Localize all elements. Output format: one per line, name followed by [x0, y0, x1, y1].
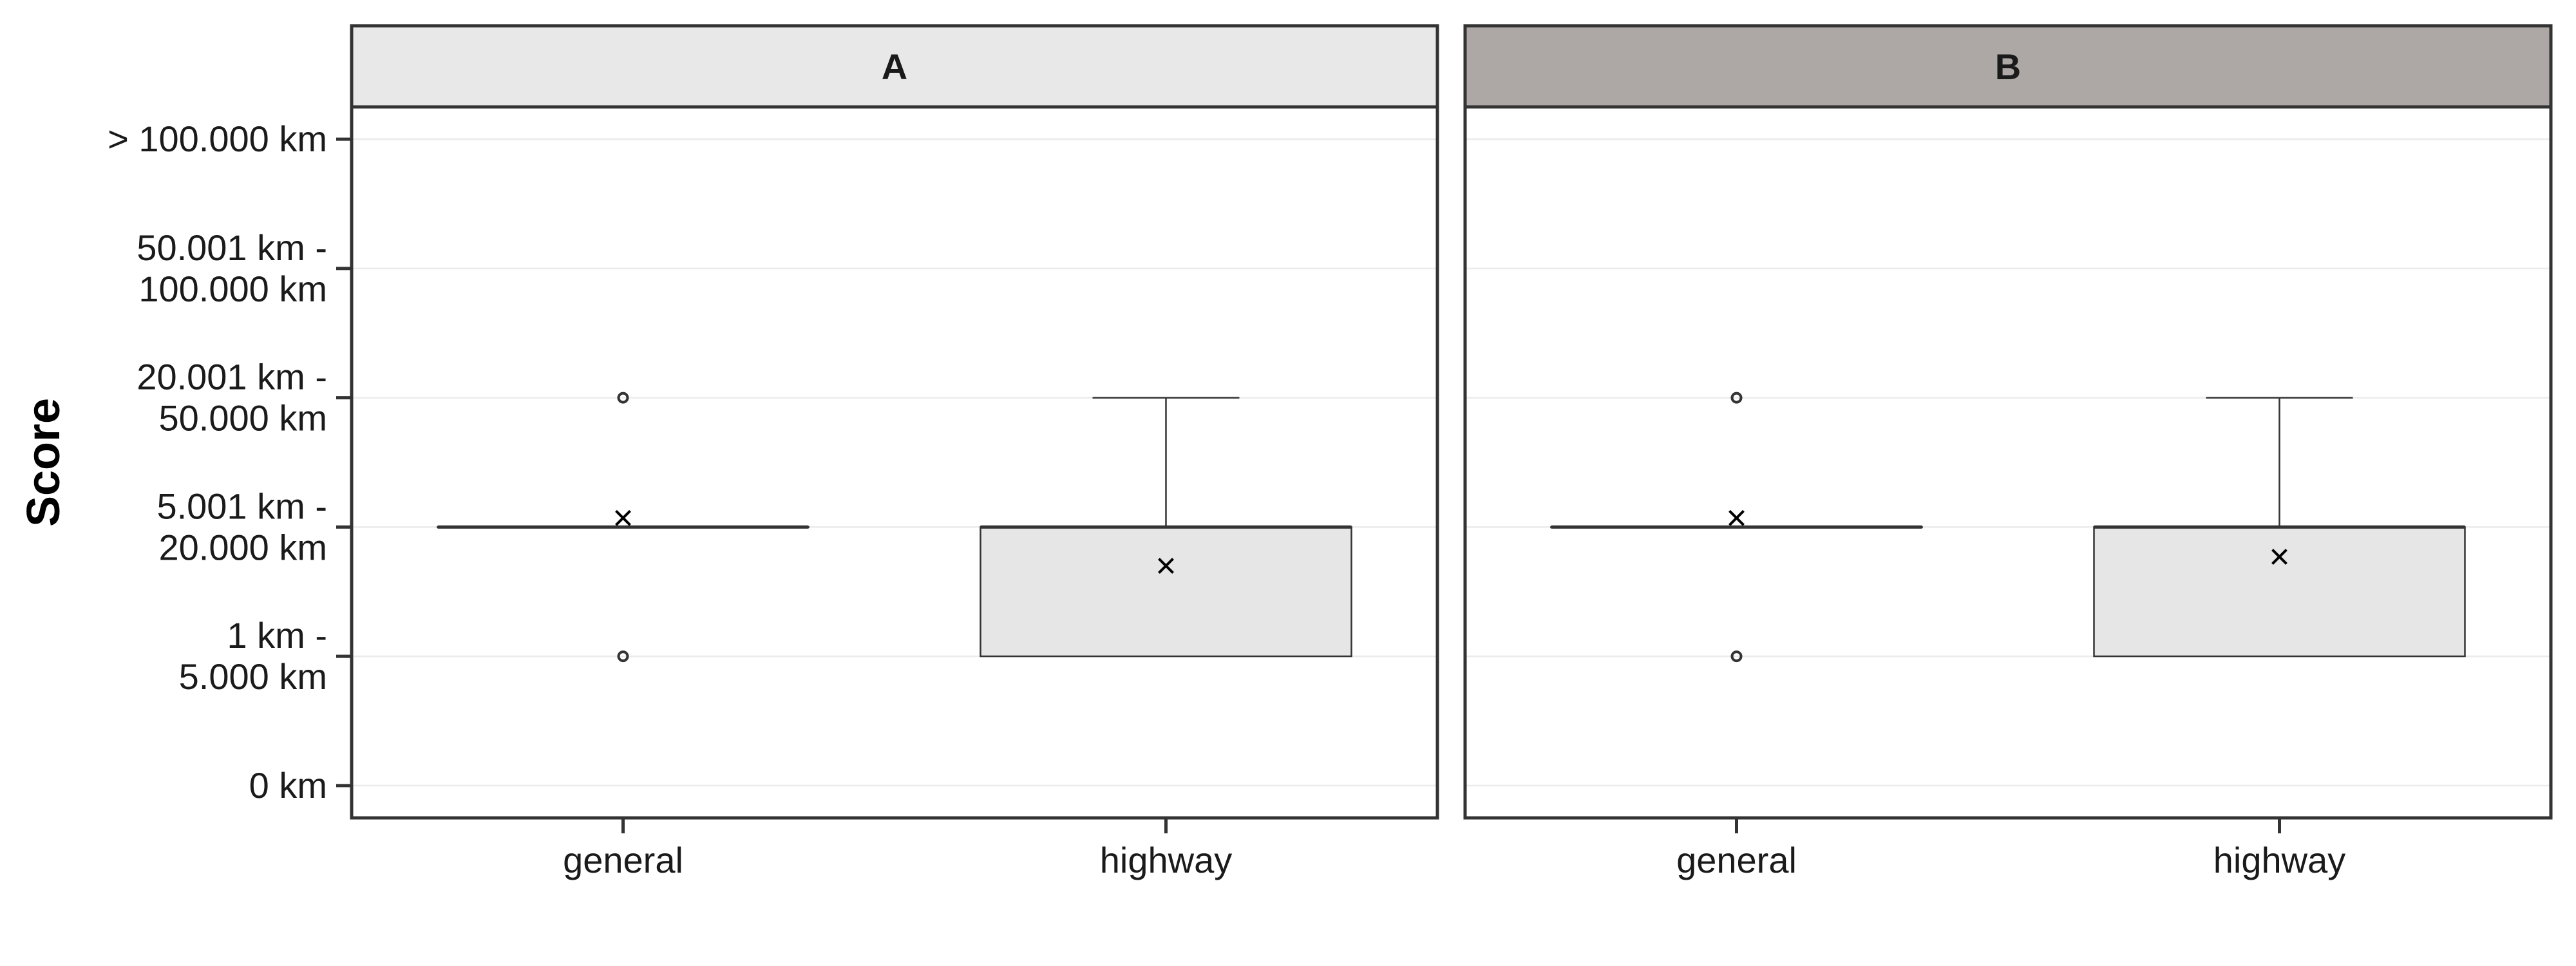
panel-border — [350, 105, 1439, 820]
x-tick-label: general — [563, 840, 683, 880]
x-tick-label: highway — [1100, 840, 1232, 880]
outlier-point — [1730, 650, 1743, 663]
box-highway — [980, 397, 1352, 658]
y-tick-label: 0 km — [249, 765, 327, 806]
y-axis-title: Score — [18, 398, 70, 527]
panel-border — [1463, 105, 2553, 820]
y-tick-label: 50.001 km -100.000 km — [137, 227, 327, 309]
outlier-point — [1730, 392, 1743, 404]
facet-strip — [1463, 24, 2553, 109]
y-tick-label: 5.001 km -20.000 km — [156, 486, 327, 567]
y-tick-label-line: 20.000 km — [159, 527, 328, 567]
box-general — [1550, 392, 1923, 663]
panel-background — [1465, 107, 2551, 818]
panel-background — [352, 107, 1437, 818]
box-highway — [2093, 397, 2466, 658]
y-tick-label-line: 50.000 km — [159, 398, 328, 439]
y-tick-label-line: 50.001 km - — [137, 227, 327, 268]
y-tick-label-line: > 100.000 km — [108, 118, 327, 159]
y-tick-label-line: 0 km — [249, 765, 327, 806]
mean-marker — [1728, 509, 1745, 526]
outlier-point — [617, 650, 629, 663]
mean-marker — [2271, 549, 2287, 565]
mean-marker — [1158, 558, 1174, 574]
facet-strip-label: A — [882, 46, 907, 87]
y-tick-label-line: 100.000 km — [138, 269, 327, 309]
y-tick-label-line: 20.001 km - — [137, 357, 327, 397]
mean-marker — [615, 509, 631, 526]
y-axis: 0 km1 km -5.000 km5.001 km -20.000 km20.… — [108, 118, 352, 806]
box-body — [2093, 526, 2466, 658]
y-tick-label-line: 1 km - — [227, 615, 327, 656]
y-tick-label: > 100.000 km — [108, 118, 327, 159]
x-tick-label: highway — [2213, 840, 2345, 880]
y-tick-label: 20.001 km -50.000 km — [137, 357, 327, 439]
outlier-point — [617, 392, 629, 404]
y-tick-label: 1 km -5.000 km — [179, 615, 327, 697]
box-general — [437, 392, 810, 663]
x-tick-label: general — [1676, 840, 1797, 880]
y-tick-label-line: 5.001 km - — [156, 486, 327, 526]
facet-strip-label: B — [1995, 46, 2021, 87]
y-tick-label-line: 5.000 km — [179, 656, 327, 697]
box-body — [980, 526, 1352, 658]
